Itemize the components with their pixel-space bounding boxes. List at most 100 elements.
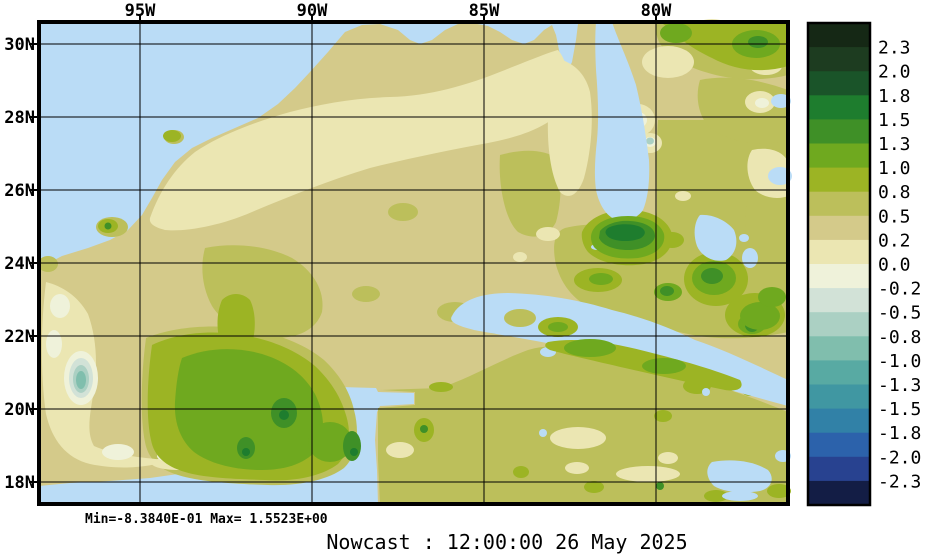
colorbar-tick-label: 2.3: [878, 38, 911, 59]
map-shape: [646, 137, 654, 145]
colorbar-tick-label: 0.2: [878, 230, 911, 251]
colorbar-swatch: [808, 384, 870, 410]
colorbar-swatch: [808, 408, 870, 434]
map-shape: [654, 410, 672, 422]
map-shape: [308, 422, 352, 462]
colorbar-swatch: [808, 312, 870, 337]
axis-labels-top: 95W 90W 85W 80W: [125, 1, 672, 21]
x-tick-label: 90W: [297, 1, 328, 21]
map-shape: [704, 490, 728, 502]
x-tick-label: 80W: [641, 1, 672, 21]
map-area: [38, 19, 792, 504]
map-shape: [701, 268, 723, 284]
colorbar-tick-label: -0.2: [878, 279, 921, 300]
map-shape: [739, 234, 749, 242]
colorbar-tick-label: 0.5: [878, 206, 911, 227]
map-shape: [174, 349, 324, 470]
colorbar-tick-label: -1.5: [878, 399, 921, 420]
y-tick-label: 30N: [4, 35, 35, 55]
map-shape: [744, 195, 788, 264]
map-shape: [388, 203, 418, 221]
colorbar-swatch: [808, 215, 870, 241]
colorbar-swatch: [808, 143, 870, 169]
map-shape: [386, 442, 414, 458]
y-tick-label: 24N: [4, 254, 35, 274]
colorbar-swatch: [808, 360, 870, 385]
map-shape: [740, 302, 780, 330]
map-shape: [513, 466, 529, 478]
map-shape: [41, 282, 168, 468]
contour-bands-over-cuba: [504, 309, 766, 391]
colorbar-swatch: [808, 71, 870, 96]
colorbar: 2.3 2.0 1.8 1.5 1.3 1.0 0.8 0.5 0.2 0.0 -0.2 -0.5 -0…: [806, 21, 921, 507]
map-shape: [758, 287, 786, 307]
contour-cores: [104, 23, 786, 490]
map-shape: [539, 429, 547, 437]
map-shape: [767, 484, 791, 498]
colorbar-tick-label: 2.0: [878, 62, 911, 83]
colorbar-tick-label: 0.8: [878, 182, 911, 203]
colorbar-tick-label: 1.0: [878, 158, 911, 179]
map-shape: [675, 191, 691, 201]
map-shape: [279, 410, 289, 420]
map-shape: [660, 286, 674, 296]
map-shape: [656, 482, 664, 490]
plot-title: Nowcast : 12:00:00 26 May 2025: [326, 530, 687, 554]
map-shape: [660, 23, 692, 43]
florida-peninsula: [594, 22, 650, 221]
colorbar-swatch: [808, 95, 870, 120]
map-shape: [163, 130, 181, 142]
map-shape: [702, 388, 710, 396]
map-shape: [76, 371, 86, 389]
colorbar-swatch: [808, 119, 870, 144]
colorbar-swatch: [808, 191, 870, 217]
colorbar-tick-label: 1.3: [878, 134, 911, 155]
axis-labels-left: 30N 28N 26N 24N 22N 20N 18N: [4, 35, 35, 493]
colorbar-tick-label: -1.0: [878, 351, 921, 372]
map-shape: [50, 294, 70, 318]
map-shape: [755, 98, 769, 108]
colorbar-tick-label: -2.0: [878, 447, 921, 468]
colorbar-swatch: [808, 47, 870, 72]
map-shape: [747, 148, 788, 198]
map-shape: [104, 222, 112, 230]
map-shape: [513, 252, 527, 262]
map-shape: [242, 448, 250, 456]
map-shape: [605, 224, 645, 241]
map-shape: [660, 232, 684, 248]
colorbar-tick-label: -2.3: [878, 471, 921, 492]
x-tick-label: 95W: [125, 1, 156, 21]
colorbar-swatch: [808, 167, 870, 193]
map-shape: [217, 294, 255, 348]
map-shape: [46, 330, 62, 358]
bahama-banks: [694, 214, 737, 261]
map-shape: [642, 358, 686, 374]
map-shape: [642, 46, 694, 78]
colorbar-swatch: [808, 336, 870, 361]
colorbar-swatch: [808, 288, 870, 313]
map-shape: [634, 147, 640, 153]
colorbar-tick-label: 1.5: [878, 110, 911, 131]
map-shape: [499, 150, 561, 237]
map-shape: [722, 491, 758, 501]
x-tick-label: 85W: [469, 1, 500, 21]
y-tick-label: 18N: [4, 473, 35, 493]
y-tick-label: 22N: [4, 327, 35, 347]
colorbar-swatch: [808, 480, 870, 506]
map-shape: [748, 36, 768, 48]
colorbar-tick-label: 0.0: [878, 255, 911, 276]
map-shape: [343, 431, 361, 461]
map-shape: [616, 466, 680, 482]
map-shape: [352, 286, 380, 302]
map-shape: [565, 462, 589, 474]
map-shape: [102, 444, 134, 460]
colorbar-border: [806, 21, 872, 507]
map-shape: [548, 322, 568, 332]
map-shape: [420, 425, 428, 433]
map-shape: [536, 227, 560, 241]
colorbar-tick-label: -1.8: [878, 423, 921, 444]
grid-lines: [39, 22, 788, 504]
map-shape: [504, 309, 536, 327]
